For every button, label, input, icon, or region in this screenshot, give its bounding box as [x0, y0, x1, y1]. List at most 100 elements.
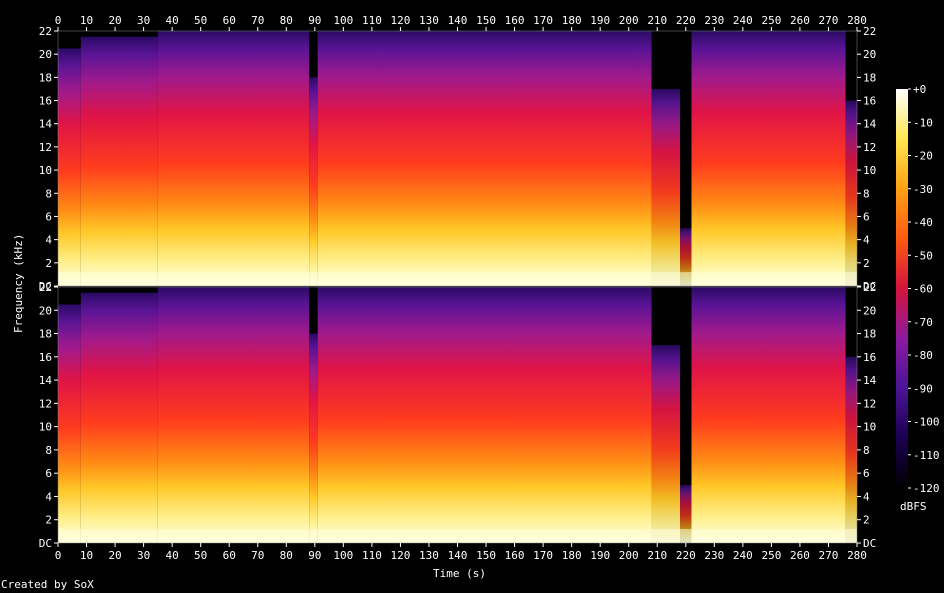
y-tick-label-right: 2 [863, 257, 870, 270]
x-tick-label-top: 30 [137, 14, 150, 27]
spectrum-segment [680, 484, 692, 543]
y-axis-label: Frequency (kHz) [12, 233, 25, 333]
colorbar-tick-label: -110 [913, 449, 940, 462]
x-tick-label-bottom: 180 [562, 549, 582, 562]
x-axis-label: Time (s) [433, 567, 486, 580]
x-tick-label-bottom: 10 [80, 549, 93, 562]
spectrum-segment [845, 356, 857, 543]
x-tick-label-top: 0 [55, 14, 62, 27]
y-tick-label-left: 10 [39, 164, 52, 177]
x-tick-label-bottom: 260 [790, 549, 810, 562]
x-tick-label-top: 100 [333, 14, 353, 27]
y-tick-label-left: 22 [39, 281, 52, 294]
y-tick-label-left: DC [39, 280, 52, 293]
y-tick-label-left: 16 [39, 351, 52, 364]
colorbar-tick-label: +0 [913, 83, 926, 96]
x-tick-label-bottom: 80 [280, 549, 293, 562]
x-tick-label-top: 150 [476, 14, 496, 27]
x-tick-label-top: 220 [676, 14, 696, 27]
x-tick-label-bottom: 240 [733, 549, 753, 562]
y-tick-label-left: 4 [45, 490, 52, 503]
x-tick-label-top: 240 [733, 14, 753, 27]
y-tick-label-left: 16 [39, 95, 52, 108]
x-tick-label-bottom: 130 [419, 549, 439, 562]
y-tick-label-right: DC [863, 537, 876, 550]
spectrum-segment [317, 31, 652, 286]
x-tick-label-bottom: 270 [819, 549, 839, 562]
x-tick-label-bottom: 250 [761, 549, 781, 562]
spectrogram-panels [57, 30, 858, 544]
x-tick-label-top: 50 [194, 14, 207, 27]
x-tick-label-bottom: 170 [533, 549, 553, 562]
spectrum-segment [651, 345, 681, 543]
y-tick-label-right: 12 [863, 141, 876, 154]
x-tick-label-top: 280 [847, 14, 867, 27]
x-tick-label-top: 270 [819, 14, 839, 27]
colorbar-tick-label: -50 [913, 249, 933, 262]
y-tick-label-right: 10 [863, 164, 876, 177]
x-tick-label-top: 110 [362, 14, 382, 27]
x-tick-label-bottom: 90 [308, 549, 321, 562]
y-tick-label-right: 8 [863, 187, 870, 200]
y-tick-label-left: 6 [45, 210, 52, 223]
colorbar-tick-label: -70 [913, 316, 933, 329]
colorbar-tick-label: -10 [913, 116, 933, 129]
x-tick-label-bottom: 120 [390, 549, 410, 562]
spectrum-segment [157, 31, 310, 286]
y-tick-label-left: 10 [39, 421, 52, 434]
y-tick-label-left: 8 [45, 187, 52, 200]
low-frequency-band [58, 272, 857, 286]
x-tick-label-bottom: 100 [333, 549, 353, 562]
x-tick-label-top: 210 [647, 14, 667, 27]
spectrum-segment [651, 88, 681, 286]
low-frequency-band [58, 529, 857, 543]
colorbar: +0 -10 -20 -30 -40 -50 -60 -70 -80 -90 -100 -110 -12… [896, 83, 940, 495]
colorbar-tick-label: -20 [913, 150, 933, 163]
colorbar-tick-label: -40 [913, 216, 933, 229]
x-tick-label-bottom: 230 [704, 549, 724, 562]
y-tick-label-left: 20 [39, 304, 52, 317]
x-tick-label-top: 160 [505, 14, 525, 27]
x-tick-label-top: 260 [790, 14, 810, 27]
colorbar-gradient [896, 89, 908, 488]
y-tick-label-right: 12 [863, 397, 876, 410]
y-tick-label-right: 16 [863, 351, 876, 364]
x-tick-label-bottom: 50 [194, 549, 207, 562]
y-tick-label-left: 12 [39, 141, 52, 154]
colorbar-tick-label: -30 [913, 183, 933, 196]
y-tick-label-right: 14 [863, 374, 877, 387]
y-tick-label-left: 18 [39, 328, 52, 341]
y-tick-label-right: 4 [863, 234, 870, 247]
x-tick-label-top: 250 [761, 14, 781, 27]
x-tick-label-top: 10 [80, 14, 93, 27]
y-tick-label-right: 4 [863, 490, 870, 503]
y-tick-label-right: 6 [863, 467, 870, 480]
y-tick-label-left: 4 [45, 234, 52, 247]
y-tick-label-right: 2 [863, 514, 870, 527]
channel-panel [57, 30, 858, 287]
spectrum-segment [317, 287, 652, 543]
x-tick-label-top: 70 [251, 14, 264, 27]
x-tick-label-top: 40 [166, 14, 179, 27]
channel-panel [57, 286, 858, 544]
colorbar-tick-label: -120 [913, 482, 940, 495]
y-tick-label-left: 2 [45, 514, 52, 527]
y-tick-label-left: 14 [39, 118, 53, 131]
spectrum-segment [691, 31, 846, 286]
y-tick-label-right: 18 [863, 71, 876, 84]
y-tick-label-right: 18 [863, 328, 876, 341]
x-tick-label-bottom: 150 [476, 549, 496, 562]
x-tick-label-top: 60 [223, 14, 236, 27]
x-tick-label-top: 20 [108, 14, 121, 27]
colorbar-tick-label: -80 [913, 349, 933, 362]
x-tick-label-bottom: 110 [362, 549, 382, 562]
x-tick-label-top: 140 [448, 14, 468, 27]
y-tick-label-left: 12 [39, 397, 52, 410]
x-tick-label-top: 200 [619, 14, 639, 27]
y-tick-label-left: 22 [39, 25, 52, 38]
x-tick-label-top: 170 [533, 14, 553, 27]
y-tick-label-right: 8 [863, 444, 870, 457]
y-tick-label-right: 22 [863, 281, 876, 294]
